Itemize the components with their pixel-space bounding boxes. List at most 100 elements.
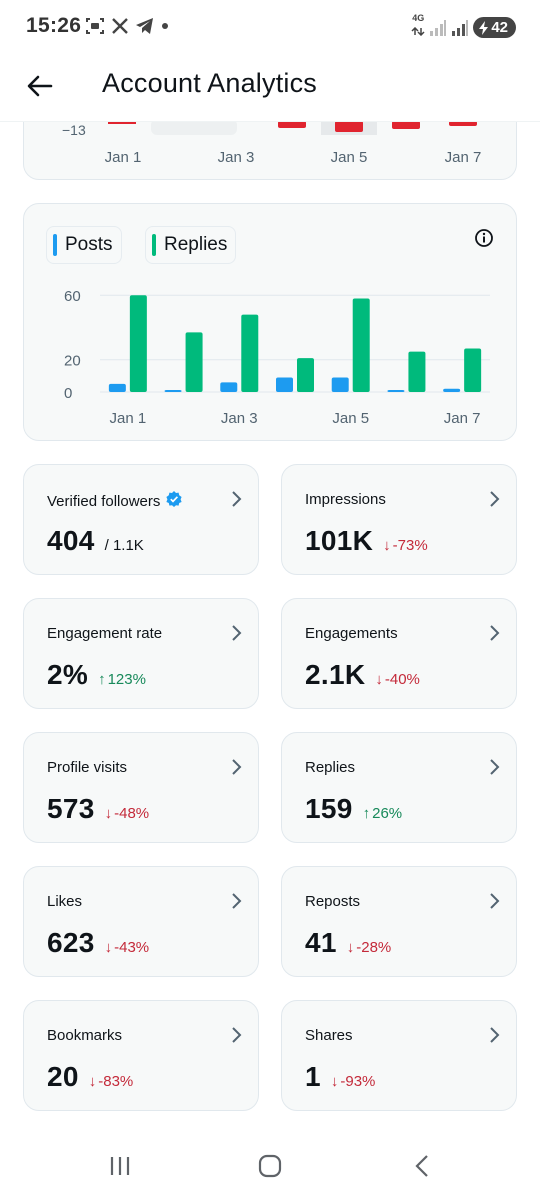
home-button[interactable]	[250, 1150, 290, 1182]
stat-value: 159	[305, 793, 353, 824]
replies-bar[interactable]	[464, 348, 482, 392]
info-icon[interactable]	[474, 228, 494, 248]
stat-label: Profile visits	[47, 759, 127, 776]
recent-apps-button[interactable]	[100, 1150, 140, 1182]
posts-bar[interactable]	[443, 388, 461, 392]
stat-value: 623	[47, 927, 95, 958]
replies-bar[interactable]	[185, 332, 203, 392]
y-tick-label: 60	[64, 288, 81, 305]
chevron-left-icon	[415, 1155, 428, 1177]
x-tick-label: Jan 7	[444, 410, 481, 427]
chevron-right-icon	[232, 893, 242, 909]
chevron-right-icon	[232, 759, 242, 775]
legend-replies-toggle[interactable]: Replies	[145, 226, 237, 264]
stat-label: Engagements	[305, 625, 398, 642]
data-arrows-icon	[411, 26, 425, 37]
replies-bar[interactable]	[241, 314, 259, 392]
x-tick-label: Jan 7	[445, 149, 482, 166]
x-tick-label: Jan 3	[218, 149, 255, 166]
stat-label-text: Replies	[305, 759, 356, 776]
page-title: Account Analytics	[102, 68, 318, 98]
stat-delta-value: -83%	[98, 1073, 134, 1090]
stat-label-text: Reposts	[305, 893, 361, 910]
legend-replies-label: Replies	[164, 234, 228, 255]
posts-replies-chart: 0 20 60 Jan 1 Jan 3 Jan 5 Jan 7	[64, 288, 490, 427]
stat-value: 2%	[47, 659, 89, 690]
network-type-icon: 4G	[411, 14, 425, 41]
stat-value-row: 2.1K ↓ -40%	[305, 659, 420, 691]
arrow-down-icon: ↓	[88, 1073, 97, 1090]
stat-value-row: 41 ↓ -28%	[305, 927, 391, 959]
posts-bar[interactable]	[387, 390, 405, 392]
y-tick-label: 20	[64, 353, 81, 370]
stat-card-impressions[interactable]: Impressions 101K ↓ -73%	[281, 464, 517, 575]
stat-label-text: Likes	[47, 893, 83, 910]
chevron-right-icon	[232, 491, 242, 507]
stat-delta: ↓ -40%	[375, 671, 420, 688]
replies-bar[interactable]	[352, 298, 370, 392]
stat-value: 101K	[305, 525, 374, 556]
replies-bar[interactable]	[129, 295, 147, 392]
stat-label: Shares	[305, 1027, 353, 1044]
chevron-right-icon	[490, 625, 500, 641]
neg-bar	[108, 121, 136, 124]
stat-value-row: 159 ↑ 26%	[305, 793, 402, 825]
arrow-up-icon: ↑	[362, 805, 371, 822]
stat-delta: ↓ -73%	[383, 537, 428, 554]
posts-bar[interactable]	[164, 390, 182, 392]
stat-card-profile-visits[interactable]: Profile visits 573 ↓ -48%	[23, 732, 259, 843]
stat-value: 20	[47, 1061, 79, 1092]
stat-card-shares[interactable]: Shares 1 ↓ -93%	[281, 1000, 517, 1111]
stat-card-replies[interactable]: Replies 159 ↑ 26%	[281, 732, 517, 843]
stat-label-text: Impressions	[305, 491, 386, 508]
stat-card-engagements[interactable]: Engagements 2.1K ↓ -40%	[281, 598, 517, 709]
x-logo-icon	[112, 18, 128, 34]
posts-replies-chart-card: Posts Replies 0 20 60 Jan 1 Jan 3 Jan 5 Jan 7	[23, 203, 517, 441]
stat-card-bookmarks[interactable]: Bookmarks 20 ↓ -83%	[23, 1000, 259, 1111]
posts-bar[interactable]	[276, 377, 293, 392]
stat-delta-value: -40%	[384, 671, 420, 688]
network-label: 4G	[412, 13, 425, 23]
stat-delta-value: -73%	[392, 537, 428, 554]
chevron-right-icon	[232, 1027, 242, 1043]
arrow-down-icon: ↓	[383, 537, 391, 554]
stat-delta-value: 123%	[107, 671, 146, 688]
posts-bar[interactable]	[331, 377, 349, 392]
stat-value: 2.1K	[305, 659, 366, 690]
stat-delta: ↓ -28%	[347, 939, 392, 956]
chevron-right-icon	[490, 893, 500, 909]
replies-bar[interactable]	[408, 351, 426, 392]
stat-card-reposts[interactable]: Reposts 41 ↓ -28%	[281, 866, 517, 977]
arrow-down-icon: ↓	[104, 939, 113, 956]
stat-delta-value: 26%	[372, 805, 403, 822]
y-tick-label: 0	[64, 385, 72, 402]
stat-value-row: 2% ↑ 123%	[47, 659, 146, 691]
stat-value-row: 573 ↓ -48%	[47, 793, 149, 825]
replies-bar[interactable]	[297, 358, 314, 392]
posts-bar[interactable]	[108, 383, 126, 392]
arrow-down-icon: ↓	[346, 939, 355, 956]
stat-label: Bookmarks	[47, 1027, 122, 1044]
charging-icon	[479, 20, 489, 35]
stat-value: 1	[305, 1061, 321, 1092]
neg-bar	[278, 121, 306, 128]
stat-value-row: 404 / 1.1K	[47, 525, 144, 557]
stat-sub-value: / 1.1K	[104, 537, 144, 554]
stat-label: Likes	[47, 893, 82, 910]
stat-delta: ↓ -83%	[89, 1073, 134, 1090]
stat-delta: ↑ 123%	[98, 671, 146, 688]
x-tick-label: Jan 5	[332, 410, 369, 427]
back-nav-button[interactable]	[402, 1150, 442, 1182]
stat-card-verified-followers[interactable]: Verified followers 404 / 1.1K	[23, 464, 259, 575]
stat-card-likes[interactable]: Likes 623 ↓ -43%	[23, 866, 259, 977]
stat-delta-value: -48%	[114, 805, 150, 822]
legend-posts-toggle[interactable]: Posts	[46, 226, 122, 264]
home-icon	[258, 1154, 282, 1178]
arrow-up-icon: ↑	[98, 671, 106, 688]
stat-delta: ↓ -43%	[105, 939, 150, 956]
stat-card-engagement-rate[interactable]: Engagement rate 2% ↑ 123%	[23, 598, 259, 709]
stat-label-text: Engagement rate	[47, 625, 163, 642]
posts-bar[interactable]	[220, 382, 238, 392]
back-button[interactable]	[22, 68, 58, 104]
chevron-right-icon	[490, 1027, 500, 1043]
